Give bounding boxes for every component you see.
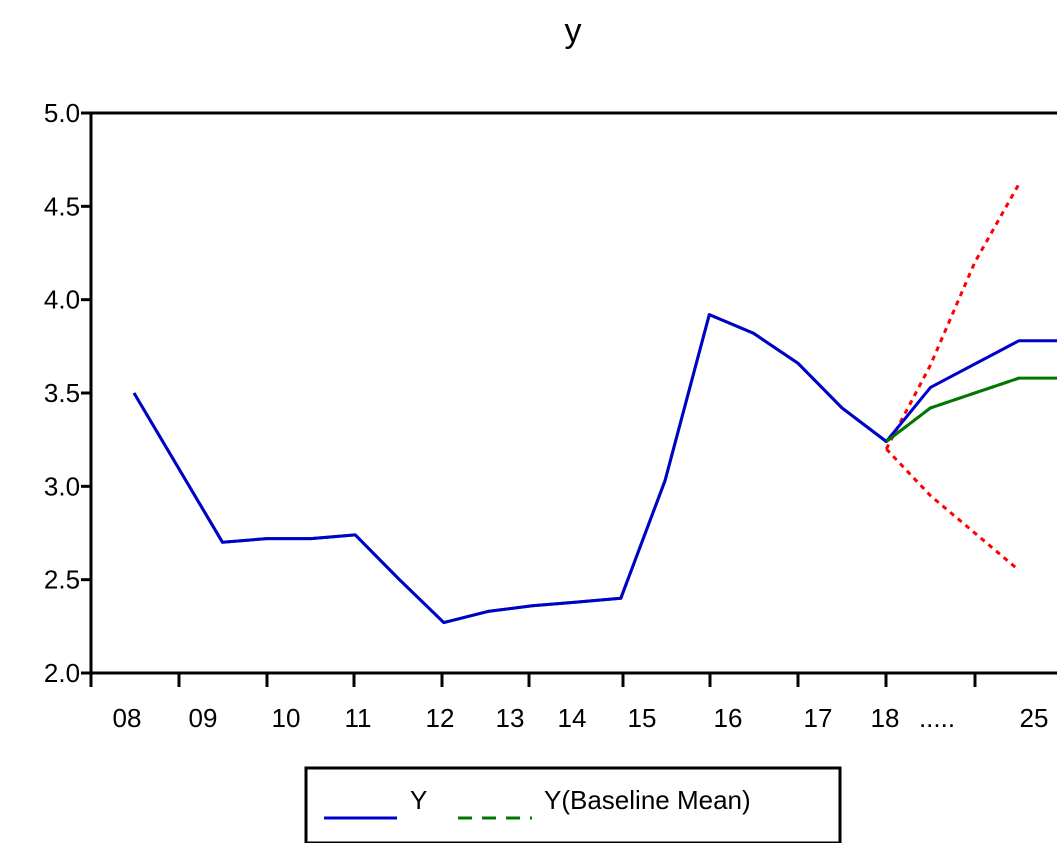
series-line-0	[132, 313, 1057, 625]
x-tick-label: 17	[804, 703, 833, 733]
x-tick-label: 10	[272, 703, 301, 733]
y-tick-label: 5.0	[44, 98, 80, 128]
series-line-baseline-forecast	[885, 376, 1020, 443]
y-tick-label: 3.5	[44, 378, 80, 408]
chart-title: y	[565, 12, 582, 50]
legend: Y Y(Baseline Mean)	[304, 766, 842, 843]
series-line-3	[885, 447, 1020, 572]
axes: 2.0 2.5 3.0 3.5 4.0 4.5 5.0 08 09 10 11 12 13 14 15 16 1…	[44, 98, 1057, 733]
legend-label-baseline-mean: Y(Baseline Mean)	[544, 785, 751, 815]
y-tick-label: 3.0	[44, 471, 80, 501]
x-tick-label: 12	[426, 703, 455, 733]
y-tick-label: 2.0	[44, 658, 80, 688]
x-tick-label: 14	[558, 703, 587, 733]
x-tick-label: 18	[871, 703, 900, 733]
y-tick-label: 2.5	[44, 565, 80, 595]
x-tick-label: 08	[113, 703, 142, 733]
series-line-2	[884, 183, 1021, 450]
legend-label-y: Y	[410, 785, 427, 815]
series-lines	[132, 183, 1057, 625]
legend-box	[304, 766, 842, 843]
x-tick-label: 11	[345, 703, 372, 733]
x-tick-label: 09	[189, 703, 218, 733]
x-tick-label: 15	[628, 703, 657, 733]
y-tick-label: 4.0	[44, 285, 80, 315]
x-tick-label: .....	[919, 703, 955, 733]
series-line-1	[132, 313, 1057, 625]
x-tick-label: 13	[496, 703, 525, 733]
x-tick-label: 25	[1020, 703, 1049, 733]
x-tick-label: 16	[714, 703, 743, 733]
y-tick-label: 4.5	[44, 191, 80, 221]
